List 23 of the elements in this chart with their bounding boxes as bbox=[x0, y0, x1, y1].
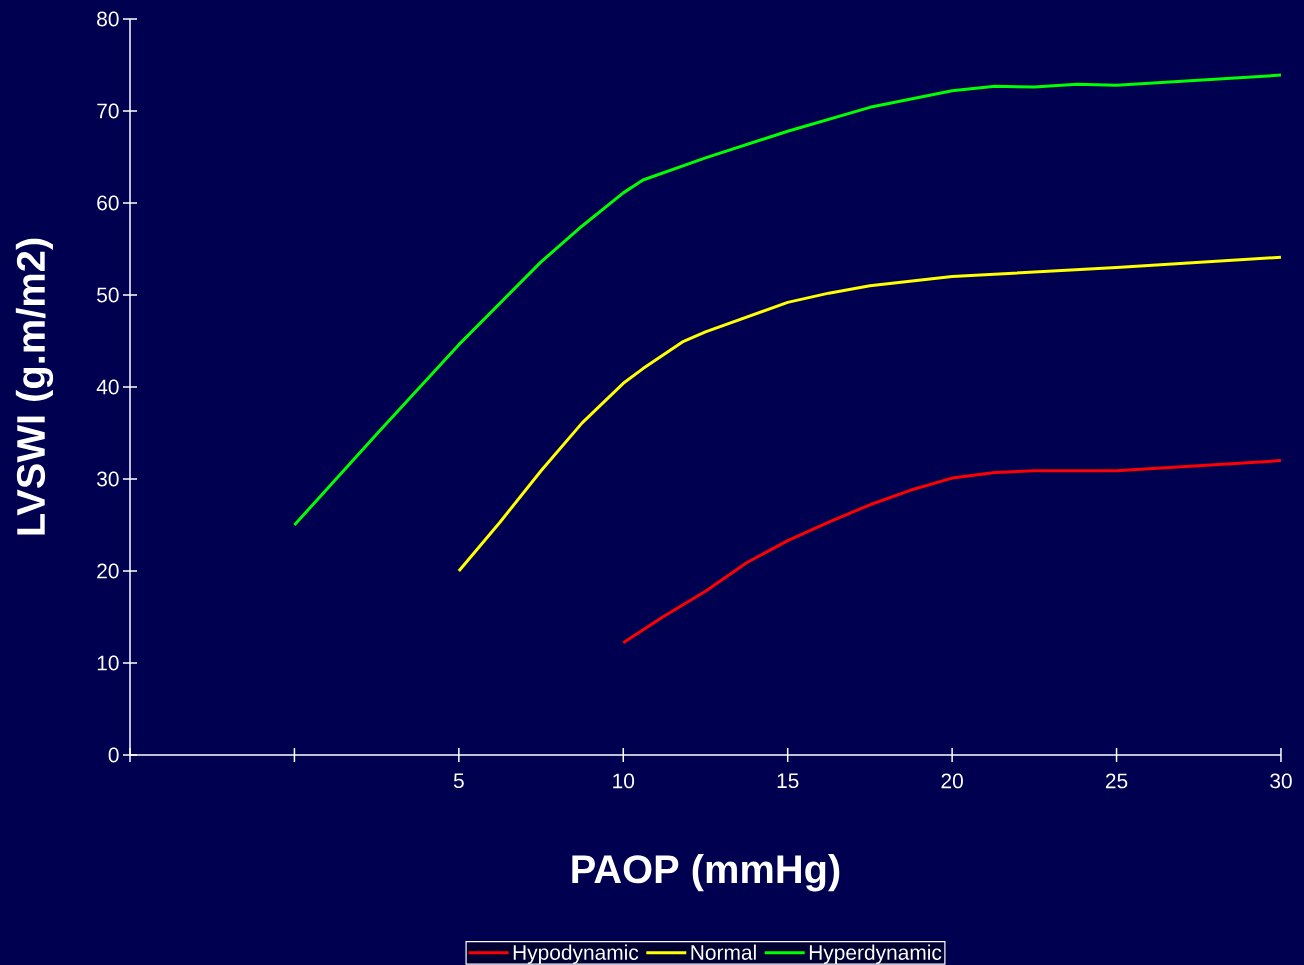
x-tick-label: 5 bbox=[453, 773, 464, 789]
y-tick-label: 70 bbox=[97, 103, 119, 119]
y-tick-label: 30 bbox=[97, 471, 119, 487]
y-tick-label: 0 bbox=[108, 747, 119, 763]
y-tick-label: 40 bbox=[96, 379, 119, 395]
x-axis-title: PAOP (mmHg) bbox=[572, 854, 840, 892]
y-tick-label: 60 bbox=[97, 195, 119, 211]
y-tick-label: 10 bbox=[97, 655, 119, 671]
x-tick-label: 15 bbox=[777, 773, 799, 789]
x-tick-label: 25 bbox=[1105, 773, 1128, 789]
y-axis-title: LVSWI (g.m/m2) bbox=[15, 238, 54, 535]
x-tick-label: 10 bbox=[613, 773, 635, 789]
x-tick-label: 20 bbox=[941, 773, 963, 789]
legend-label: Hypodynamic bbox=[513, 944, 639, 965]
line-series bbox=[292, 73, 1283, 527]
legend-label: Normal bbox=[691, 944, 756, 960]
x-tick-label: 30 bbox=[1270, 773, 1292, 789]
y-tick-label: 80 bbox=[97, 11, 119, 27]
y-tick-label: 50 bbox=[97, 287, 119, 303]
y-tick-label: 20 bbox=[97, 563, 119, 579]
legend-label: Hyperdynamic bbox=[809, 944, 942, 965]
line-series bbox=[621, 459, 1283, 645]
line-series bbox=[457, 255, 1283, 573]
